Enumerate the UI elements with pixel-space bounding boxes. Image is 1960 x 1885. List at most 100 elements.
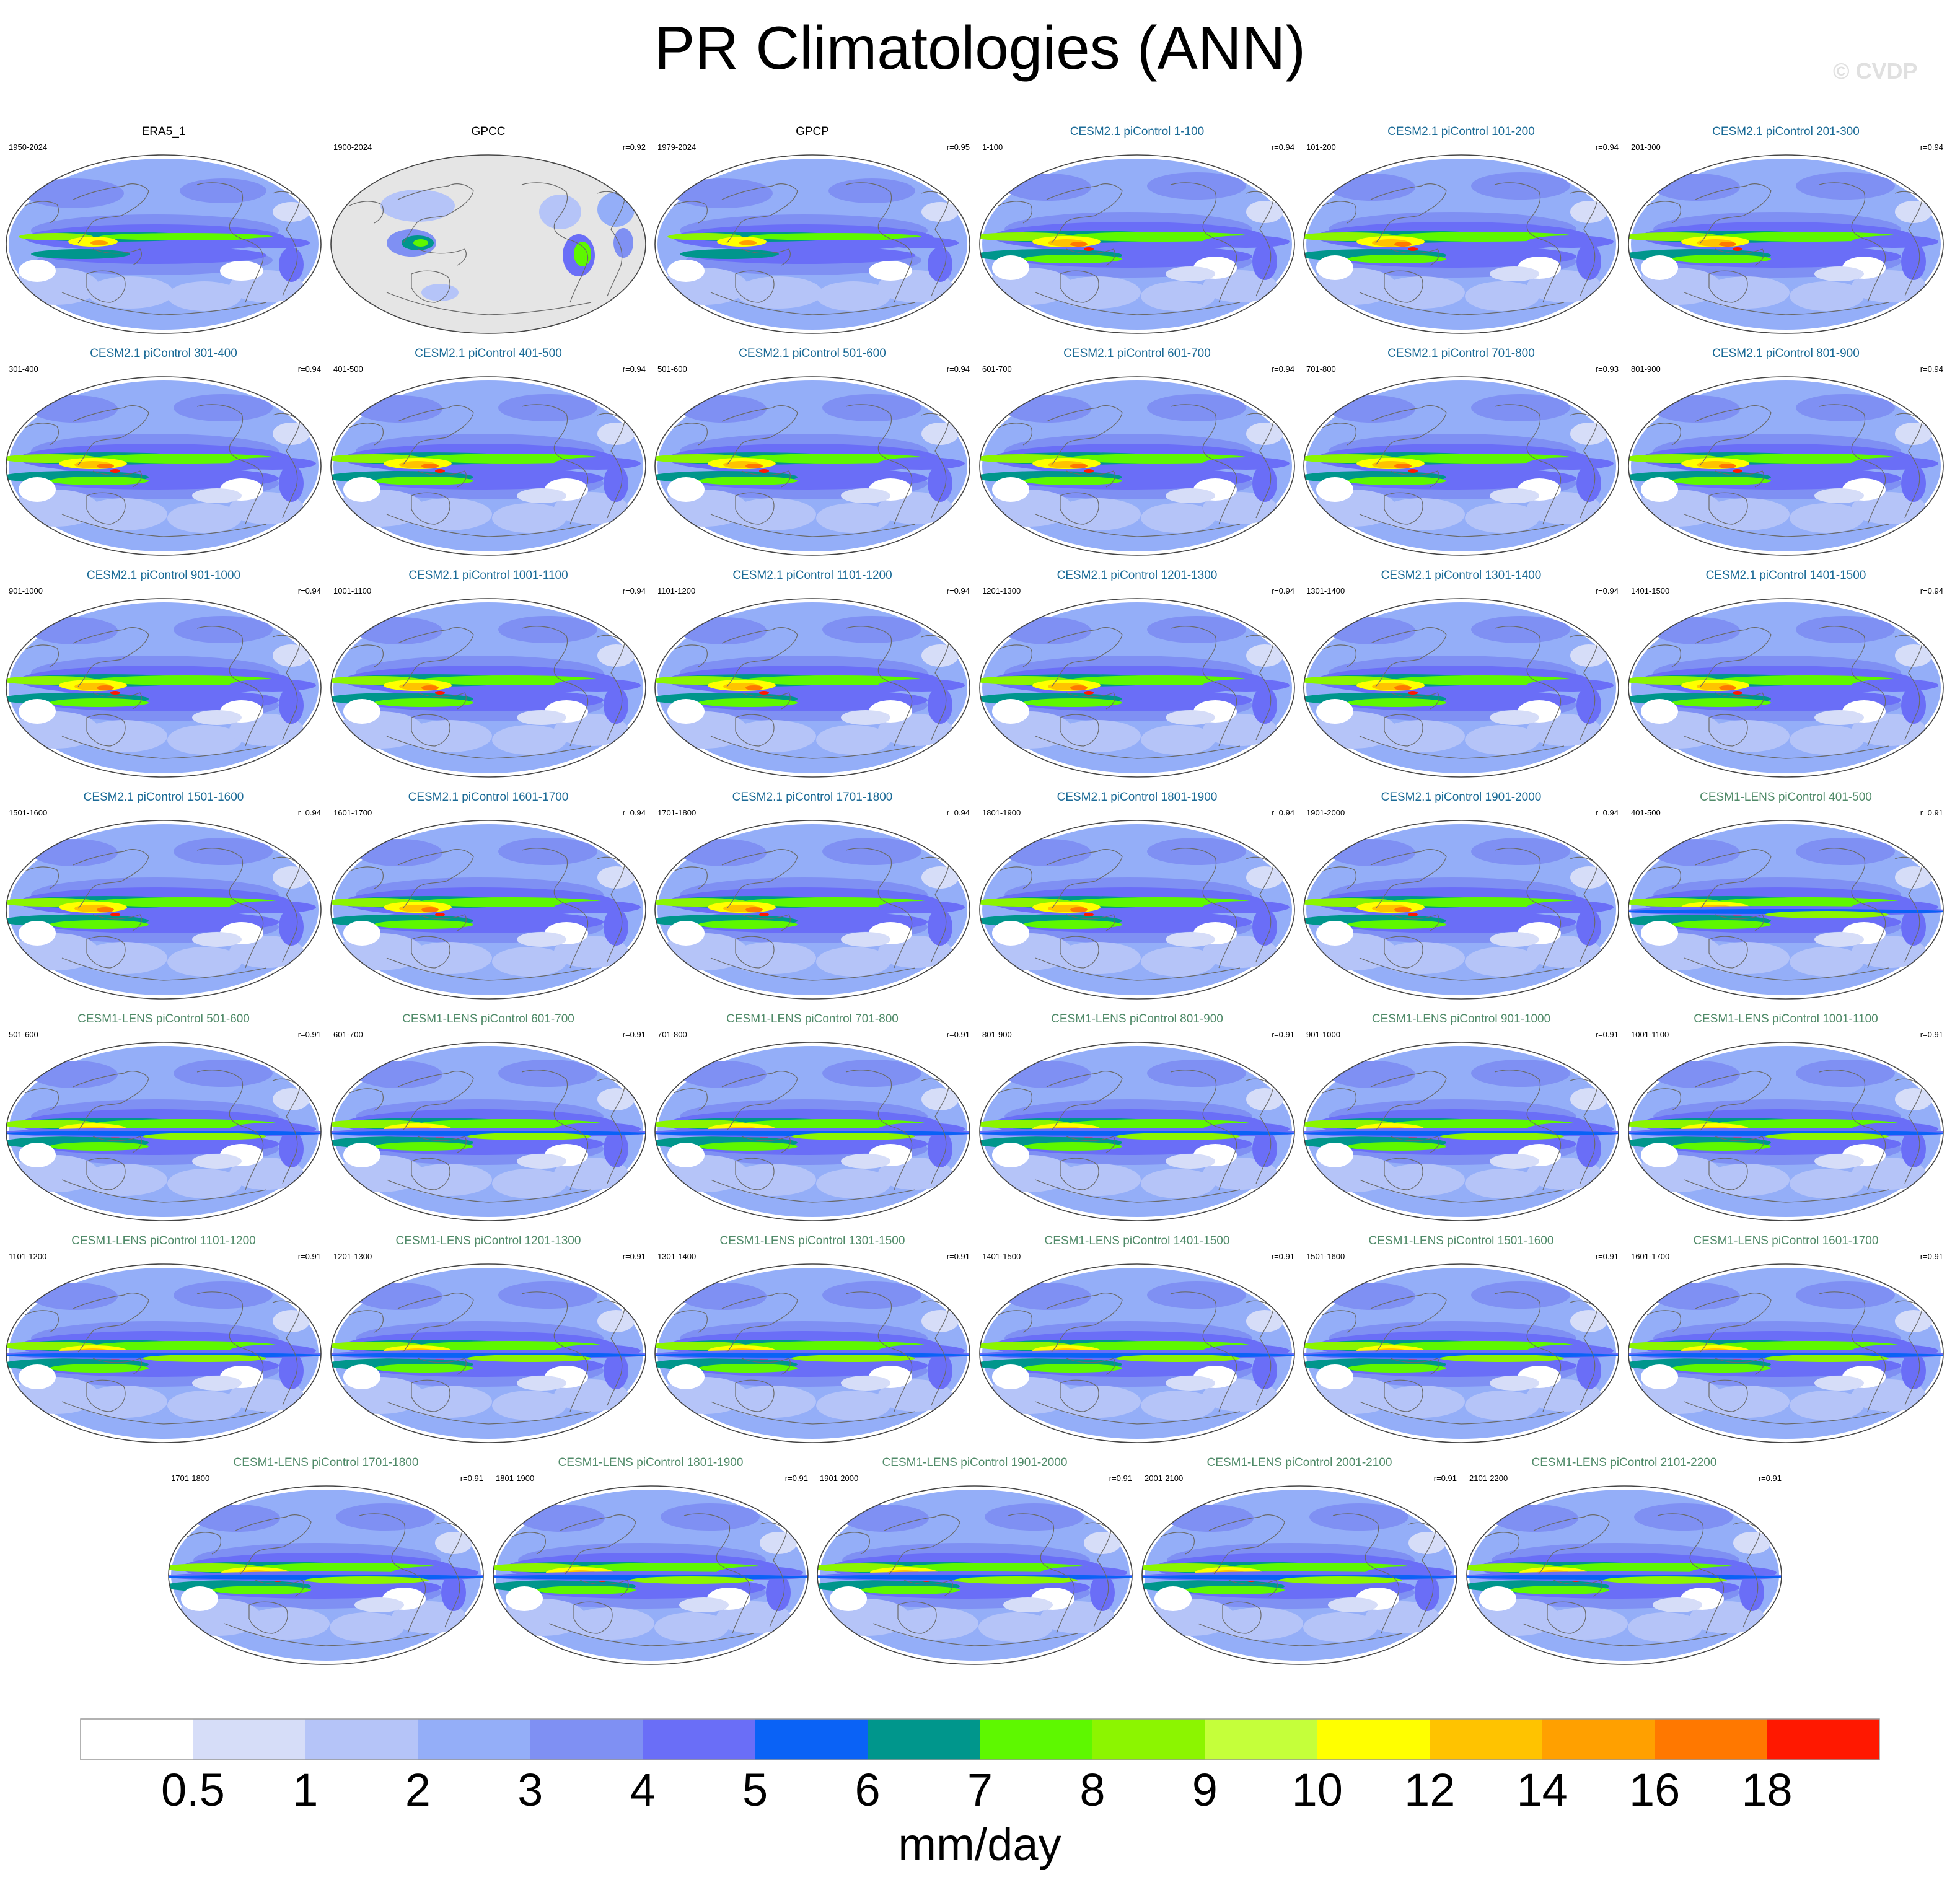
map-frame [1303,154,1619,334]
map-frame [979,820,1295,1000]
precip-contour [1895,1310,1932,1332]
precip-map [1628,820,1944,1000]
precip-map [1466,1485,1782,1665]
panel-title: CESM2.1 piControl 101-200 [1387,125,1535,138]
precip-contour [1070,685,1088,690]
coastline [1894,1300,1923,1406]
coastline [721,627,798,687]
coastline [92,470,142,488]
coastline [1066,470,1115,488]
precip-contour [1570,644,1607,667]
precip-contour [816,1169,890,1198]
precip-contour [1814,266,1864,281]
precip-contour [31,839,118,866]
colorbar-swatch [1317,1719,1430,1760]
precip-contour [50,1364,149,1373]
precip-contour [305,1576,429,1584]
coastline [411,1158,450,1190]
precip-contour [1814,710,1864,725]
map-panel: CESM2.1 piControl 201-300 201-300 r=0.94 [1622,125,1949,340]
precip-contour [841,932,890,947]
coastline [741,1136,791,1153]
map-panel: CESM2.1 piControl 101-200 101-200 r=0.94 [1298,125,1625,340]
panel-title: CESM1-LENS piControl 401-500 [1700,791,1872,804]
map-panel: CESM1-LENS piControl 1201-1300 1201-1300 r… [325,1234,652,1449]
coastline [24,866,59,889]
coastline [397,849,474,909]
precip-contour [1246,1088,1283,1110]
precip-contour [1719,685,1736,690]
coastline [1865,239,1886,303]
coastline [1384,714,1423,747]
coastline [1494,182,1541,240]
coastline [255,1580,304,1597]
map-frame [654,376,970,556]
coastline [187,1532,221,1555]
coastline [1894,191,1923,297]
precip-contour [374,1364,473,1373]
precip-contour [1116,1355,1240,1362]
precip-contour [1070,907,1088,912]
precip-map [1628,598,1944,778]
precip-contour [435,913,445,916]
precip-contour [1790,503,1864,533]
precip-contour [1465,725,1539,755]
precip-contour [1309,1503,1408,1531]
precip-field [655,380,967,551]
coastline [735,714,775,747]
precip-contour [1246,644,1283,667]
precip-contour [742,1119,928,1129]
precip-contour [985,1503,1084,1531]
coastline [1708,936,1748,969]
precip-field [1628,159,1941,330]
coastline [1390,914,1439,931]
precip-contour [1252,687,1277,724]
coastline [272,635,301,740]
precip-contour [435,1532,472,1554]
precip-contour [597,423,635,445]
precip-contour [1252,1352,1277,1389]
coastline [1540,682,1562,747]
precip-contour [667,1364,705,1389]
map-panel: CESM2.1 piControl 1301-1400 1301-1400 r=0.… [1298,569,1625,783]
precip-contour [745,907,763,912]
coastline [1384,936,1423,969]
precip-map [654,820,970,1000]
precip-contour [1347,1364,1446,1373]
panel-title: CESM2.1 piControl 201-300 [1712,125,1860,138]
coastline [673,644,708,667]
precip-contour [861,1586,960,1594]
coastline [1035,514,1241,537]
precip-contour [1203,235,1290,248]
precip-contour [1246,1310,1283,1332]
precip-contour [1147,394,1246,421]
coastline [1170,848,1217,905]
colorbar-tick-label: 0.5 [161,1764,225,1816]
precip-contour [1901,1352,1926,1389]
precip-contour [748,233,921,240]
precip-contour [1672,698,1771,707]
precip-contour [698,920,798,929]
panel-title: CESM2.1 piControl 1401-1500 [1705,569,1866,582]
coastline [511,1532,546,1555]
precip-contour [1070,464,1088,468]
precip-contour [1465,947,1539,977]
precip-field [6,602,319,773]
precip-contour [1576,243,1601,280]
precip-contour [604,465,628,502]
map-panel: CESM1-LENS piControl 601-700 601-700 r=0.9… [325,1013,652,1227]
panel-pattern-correlation: r=0.94 [1271,808,1294,817]
precip-contour [1090,1574,1115,1611]
coastline [1046,1071,1123,1131]
coastline [1035,292,1241,315]
precip-contour [1653,1283,1740,1310]
panel-title: CESM1-LENS piControl 901-1000 [1371,1013,1551,1026]
precip-contour [421,685,439,690]
coastline [73,849,149,909]
precip-contour [506,1586,543,1611]
precip-contour [1252,908,1277,946]
precip-contour [1378,942,1465,974]
precip-contour [878,901,965,913]
precip-contour [1147,172,1246,200]
panel-years: 1301-1400 [1306,586,1345,595]
